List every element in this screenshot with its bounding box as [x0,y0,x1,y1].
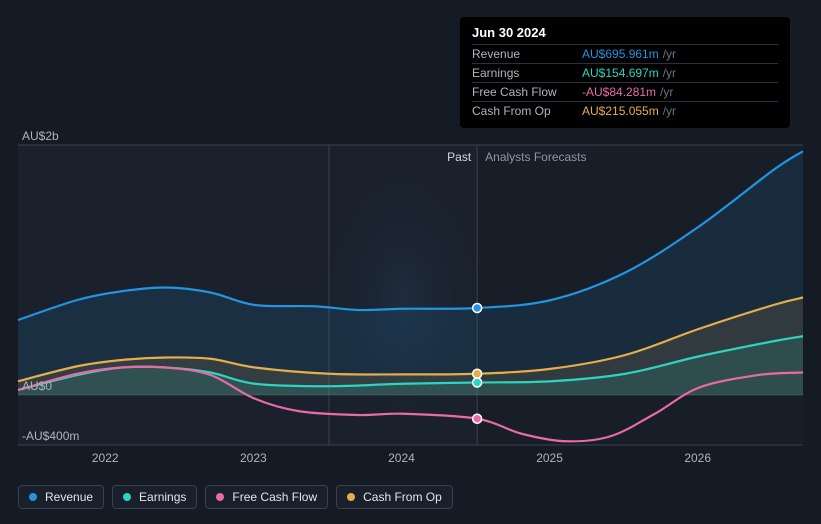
tooltip-row: EarningsAU$154.697m/yr [472,63,778,82]
legend-dot-icon [347,493,355,501]
x-axis-label: 2024 [388,451,415,465]
x-axis-label: 2026 [684,451,711,465]
legend-dot-icon [123,493,131,501]
tooltip-row-value: -AU$84.281m [582,85,656,99]
y-axis-label: -AU$400m [22,429,79,443]
tooltip-row-label: Earnings [472,66,582,80]
legend-item-revenue[interactable]: Revenue [18,485,104,509]
tooltip-row-label: Free Cash Flow [472,85,582,99]
tooltip-row-value: AU$695.961m [582,47,659,61]
legend-item-label: Cash From Op [363,490,442,504]
tooltip-row-value: AU$215.055m [582,104,659,118]
tooltip-row-label: Cash From Op [472,104,582,118]
x-axis-label: 2025 [536,451,563,465]
tooltip-row-suffix: /yr [660,85,673,99]
tooltip-row-value: AU$154.697m [582,66,659,80]
legend-item-label: Earnings [139,490,186,504]
period-label-forecast: Analysts Forecasts [485,150,586,164]
tooltip-row: Free Cash Flow-AU$84.281m/yr [472,82,778,101]
period-label-past: Past [447,150,471,164]
legend-item-earnings[interactable]: Earnings [112,485,197,509]
y-axis-label: AU$2b [22,129,59,143]
tooltip-row-suffix: /yr [663,66,676,80]
legend-dot-icon [216,493,224,501]
tooltip-row: Cash From OpAU$215.055m/yr [472,101,778,120]
y-axis-label: AU$0 [22,379,52,393]
chart-legend: Revenue Earnings Free Cash Flow Cash From O… [18,485,453,509]
legend-dot-icon [29,493,37,501]
tooltip-title: Jun 30 2024 [472,25,778,44]
legend-item-label: Free Cash Flow [232,490,317,504]
earnings-forecast-chart: Jun 30 2024 RevenueAU$695.961m/yrEarning… [0,0,821,524]
x-axis-label: 2022 [92,451,119,465]
x-axis-label: 2023 [240,451,267,465]
legend-item-label: Revenue [45,490,93,504]
tooltip-row: RevenueAU$695.961m/yr [472,44,778,63]
tooltip-row-label: Revenue [472,47,582,61]
tooltip-row-suffix: /yr [663,104,676,118]
chart-tooltip: Jun 30 2024 RevenueAU$695.961m/yrEarning… [460,17,790,128]
legend-item-fcf[interactable]: Free Cash Flow [205,485,328,509]
legend-item-cash_from_op[interactable]: Cash From Op [336,485,453,509]
tooltip-row-suffix: /yr [663,47,676,61]
